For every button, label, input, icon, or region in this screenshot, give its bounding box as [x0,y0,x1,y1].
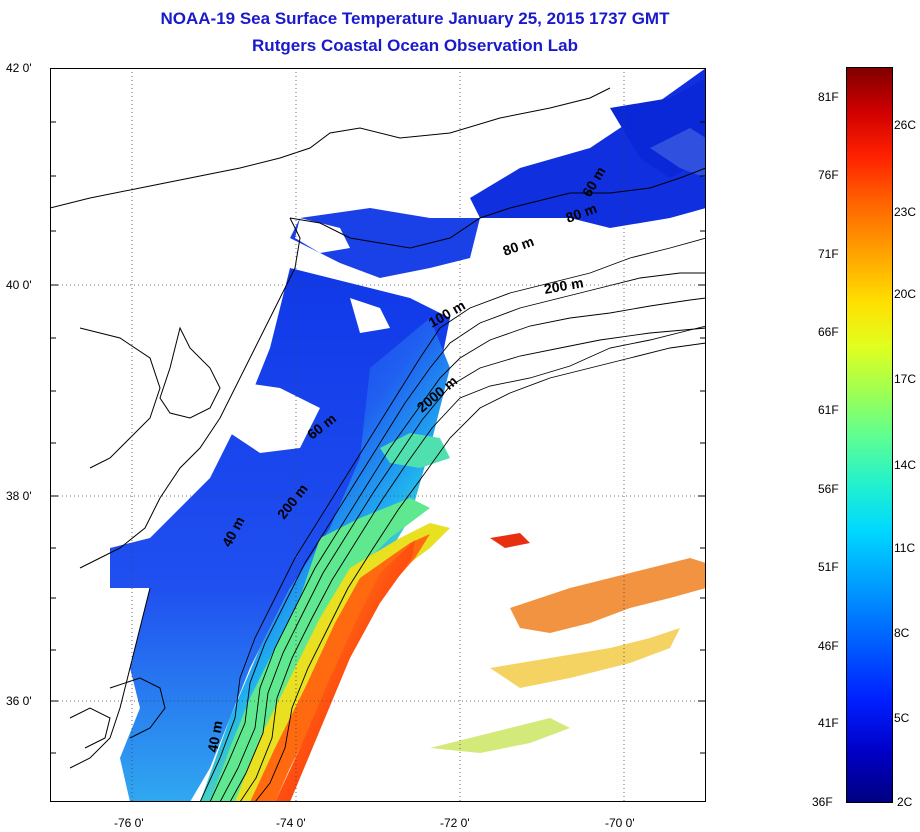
colorbar-label-c: 14C [894,458,917,472]
coastline [50,87,706,769]
colorbar-label-c: 26C [894,118,917,132]
lat-label-38: 38 0' [6,489,32,503]
colorbar-label-c: 11C [894,541,916,555]
colorbar-label-f: 76F [818,168,839,182]
lon-label-74: -74 0' [276,816,306,830]
colorbar-label-f: 51F [818,560,839,574]
colorbar-label-f: 61F [818,403,839,417]
graticule [50,68,706,802]
colorbar-label-f: 56F [818,482,839,496]
sst-map: 40 m 40 m 60 m 80 m 60 m 80 m 100 m 200 … [50,68,706,802]
colorbar-label-f: 81F [818,90,839,104]
colorbar-label-f: 71F [818,247,839,261]
colorbar-label-f: 46F [818,639,839,653]
colorbar-label-f: 41F [818,716,839,730]
isobath-contours [199,237,706,802]
lon-label-72: -72 0' [440,816,470,830]
temperature-colorbar [846,67,893,803]
colorbar-label-c: 5C [894,711,910,725]
colorbar-label-c: 23C [894,205,917,219]
map-title: NOAA-19 Sea Surface Temperature January … [160,9,670,28]
map-subtitle: Rutgers Coastal Ocean Observation Lab [252,36,578,55]
lat-label-40: 40 0' [6,278,32,292]
isobath-label: 200 m [543,274,585,297]
cloud-patches [210,218,390,453]
colorbar-label-c: 20C [894,287,917,301]
colorbar-label-c: 8C [894,626,910,640]
lat-label-42: 42 0' [6,61,32,75]
gulf-stream-water [210,433,706,802]
lat-label-36: 36 0' [6,694,32,708]
colorbar-label-f: 36F [812,795,833,809]
colorbar-label-c: 2C [897,795,913,809]
colorbar-label-f: 66F [818,325,839,339]
lon-label-76: -76 0' [114,816,144,830]
isobath-label: 40 m [204,719,225,753]
colorbar-label-c: 17C [894,372,917,386]
lon-label-70: -70 0' [605,816,635,830]
